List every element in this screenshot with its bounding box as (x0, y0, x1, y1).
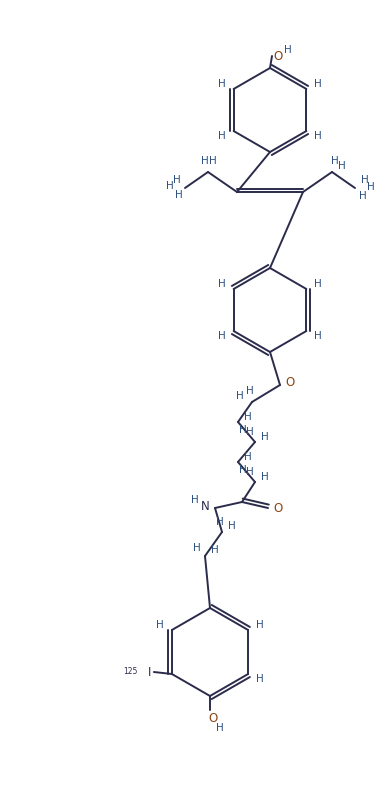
Text: 125: 125 (123, 667, 138, 677)
Text: H: H (338, 161, 346, 171)
Text: H: H (218, 279, 225, 289)
Text: H: H (284, 45, 292, 55)
Text: H: H (367, 182, 375, 192)
Text: H: H (361, 175, 369, 185)
Text: I: I (148, 666, 152, 678)
Text: O: O (285, 377, 295, 390)
Text: H: H (359, 191, 367, 201)
Text: H: H (314, 331, 322, 341)
Text: H: H (261, 432, 269, 442)
Text: H: H (244, 412, 252, 422)
Text: H: H (166, 181, 174, 191)
Text: H: H (228, 521, 236, 531)
Text: H: H (314, 131, 322, 141)
Text: H: H (246, 467, 254, 477)
Text: H: H (261, 472, 269, 482)
Text: H: H (236, 391, 244, 401)
Text: H: H (216, 517, 224, 527)
Text: H: H (331, 156, 339, 166)
Text: H: H (218, 131, 225, 141)
Text: H: H (193, 543, 201, 553)
Text: H: H (244, 452, 252, 462)
Text: H: H (246, 386, 254, 396)
Text: H: H (173, 175, 181, 185)
Text: O: O (209, 711, 218, 725)
Text: H: H (239, 465, 247, 475)
Text: O: O (273, 502, 283, 514)
Text: H: H (218, 79, 225, 89)
Text: H: H (211, 545, 219, 555)
Text: H: H (239, 425, 247, 435)
Text: H: H (156, 620, 164, 630)
Text: H: H (246, 427, 254, 437)
Text: N: N (201, 499, 209, 513)
Text: H: H (218, 331, 225, 341)
Text: H: H (256, 674, 264, 684)
Text: H: H (216, 723, 224, 733)
Text: O: O (273, 50, 283, 62)
Text: H: H (175, 190, 183, 200)
Text: H: H (191, 495, 199, 505)
Text: H: H (314, 279, 322, 289)
Text: H: H (201, 156, 209, 166)
Text: H: H (209, 156, 217, 166)
Text: H: H (314, 79, 322, 89)
Text: H: H (256, 620, 264, 630)
